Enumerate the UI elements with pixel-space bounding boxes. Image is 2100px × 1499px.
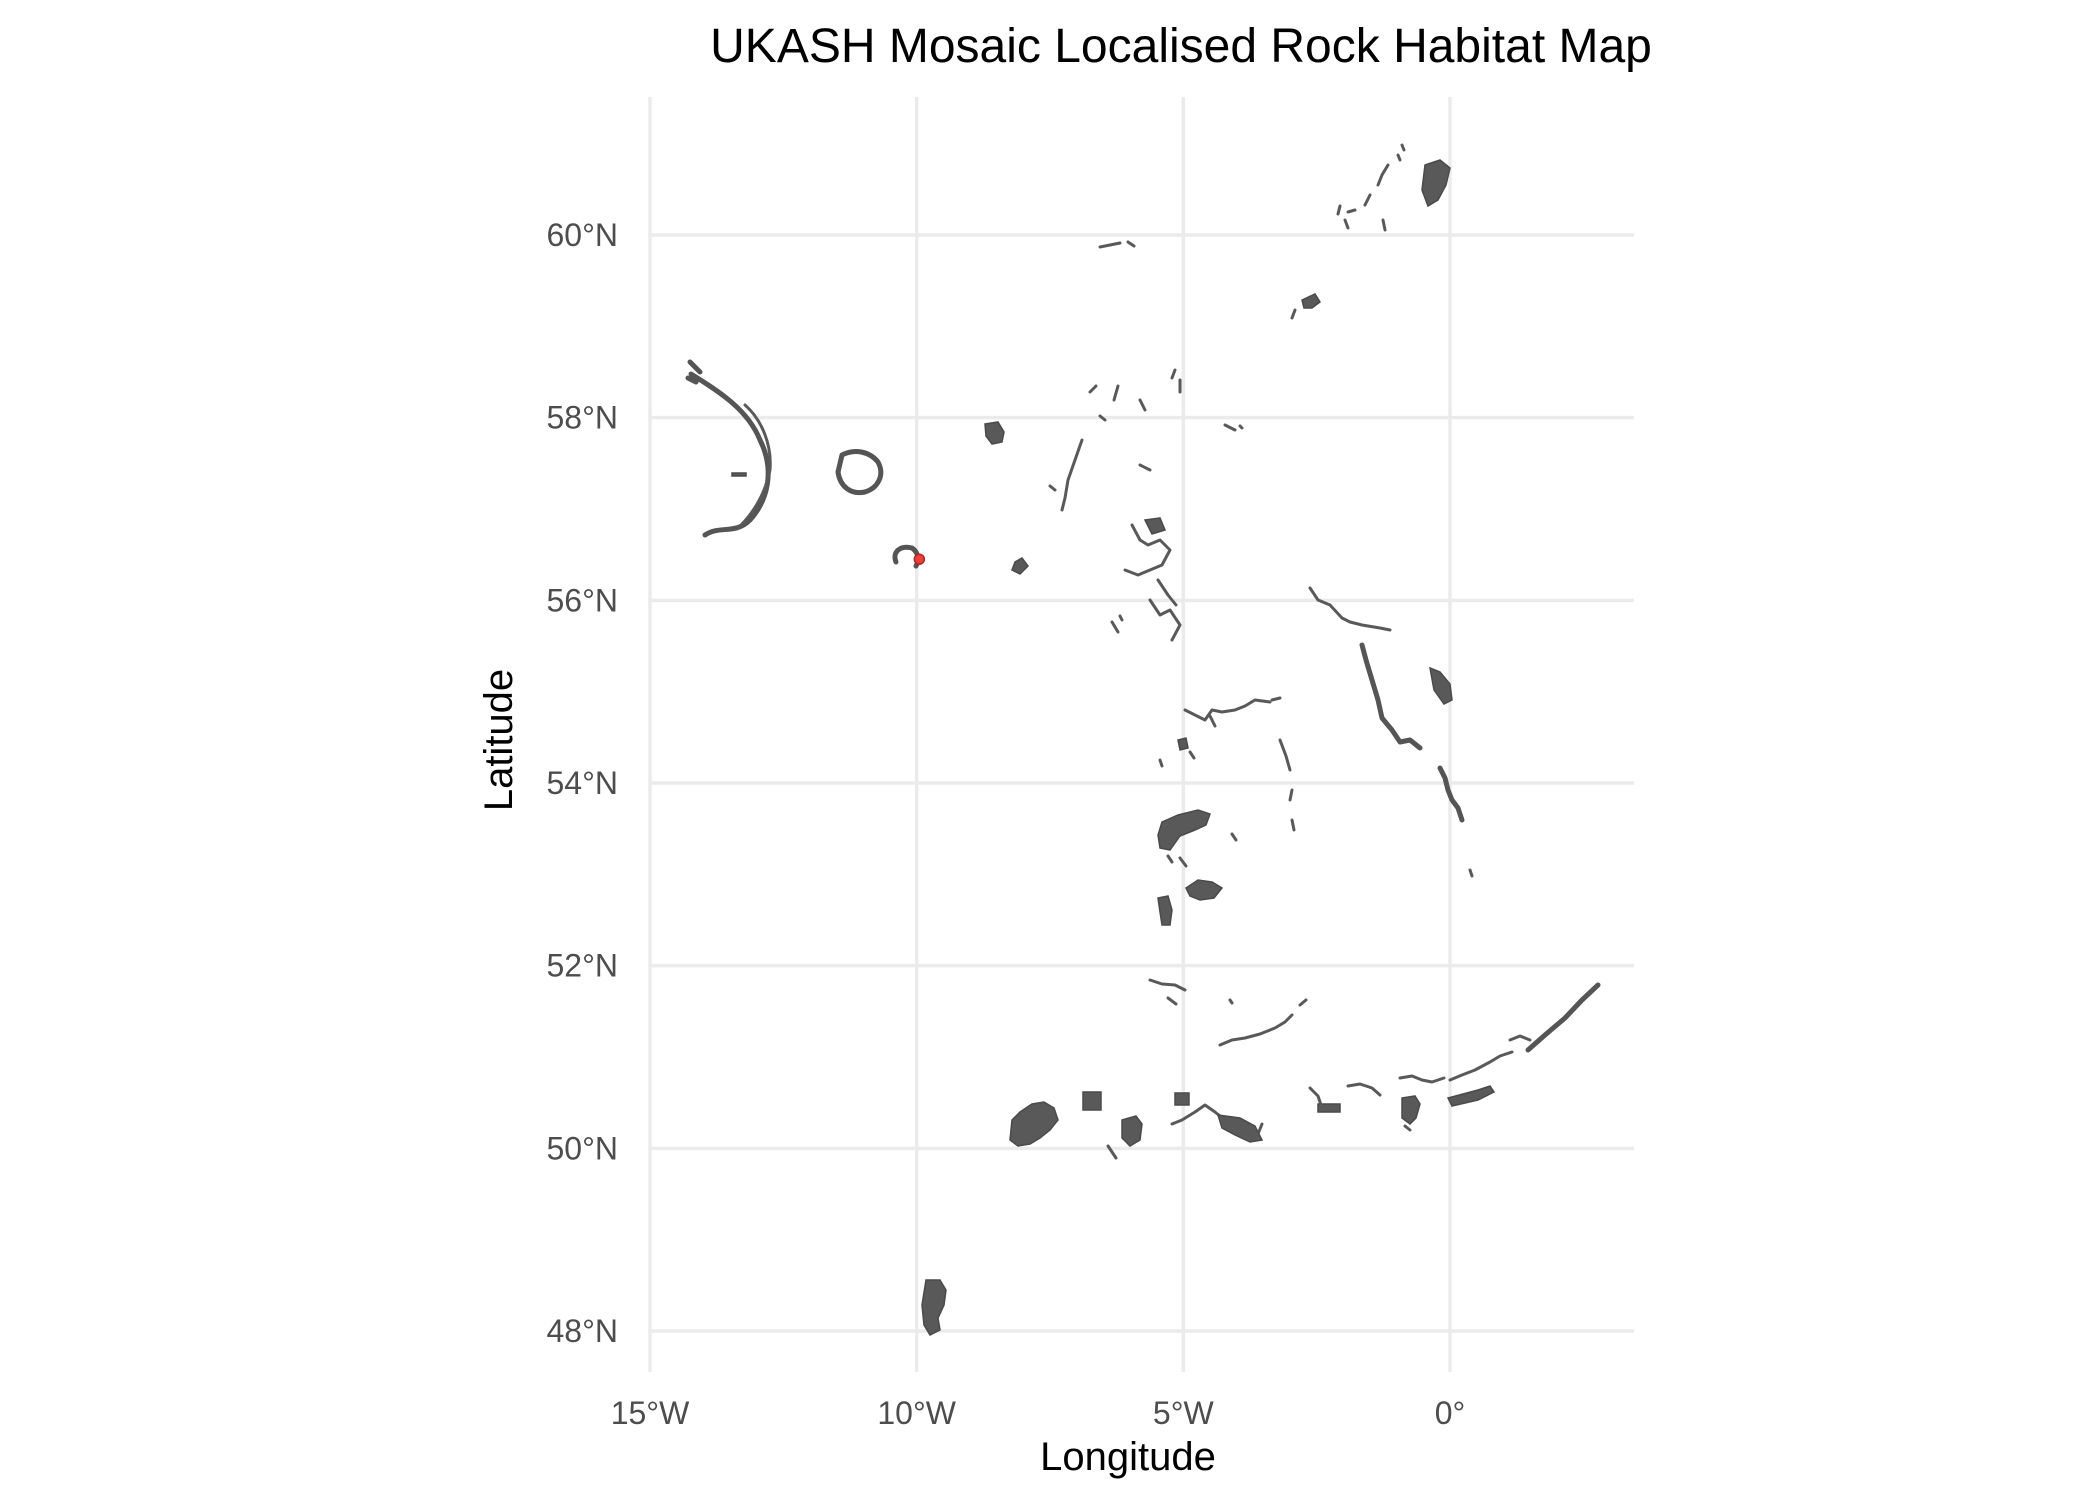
habitat-west-mark: [731, 472, 747, 477]
habitat-dover-strait: [1446, 1085, 1496, 1107]
habitat-isle-of-man-block: [1177, 737, 1189, 751]
habitat-scilly: [1121, 1115, 1143, 1147]
habitat-channel-islands-scatter: [1403, 1124, 1412, 1132]
habitat-solway: [1183, 696, 1282, 728]
y-tick-label: 50°N: [547, 1130, 619, 1166]
y-tick-label: 58°N: [547, 400, 619, 436]
habitat-ne-small: [1278, 738, 1474, 878]
habitat-firth-clyde: [1110, 598, 1182, 642]
habitat-cornwall-square: [1174, 1092, 1190, 1106]
y-axis-title: Latitude: [477, 669, 521, 811]
habitat-lyme: [1216, 1114, 1264, 1143]
y-tick-label: 60°N: [547, 217, 619, 253]
habitat-north-rock: [984, 421, 1005, 445]
y-tick-label: 48°N: [547, 1313, 619, 1349]
habitat-wight: [1346, 1082, 1382, 1097]
x-tick-label: 15°W: [611, 1395, 690, 1431]
habitat-rockall-arc-ne: [685, 359, 703, 385]
habitat-channel-mid: [1398, 1074, 1446, 1084]
rock-habitat-features: [685, 143, 1601, 1336]
habitat-shetland-scatter: [1336, 163, 1390, 232]
habitat-anglesey: [1157, 809, 1211, 851]
x-tick-label: 0°: [1435, 1395, 1466, 1431]
highlighted-habitat: [913, 553, 926, 565]
habitat-portland: [1308, 1086, 1324, 1110]
habitat-scatter-dots: [1118, 423, 1244, 1005]
habitat-channel-islands: [1401, 1095, 1421, 1125]
y-tick-label: 52°N: [547, 948, 619, 984]
gridlines: [648, 97, 1634, 1372]
habitat-west-highlands: [1048, 414, 1152, 492]
y-tick-label: 54°N: [547, 765, 619, 801]
habitat-channel-bar: [1317, 1103, 1341, 1113]
habitat-north-sea-coast: [1308, 586, 1392, 632]
x-axis-title: Longitude: [1040, 1435, 1216, 1479]
habitat-thames-bar: [1525, 982, 1601, 1053]
habitat-rockall-arc-inner: [736, 403, 772, 530]
habitat-orkney: [1301, 293, 1322, 309]
habitat-kent-coast: [1448, 1050, 1514, 1082]
x-tick-label: 5°W: [1153, 1395, 1215, 1431]
habitat-fair-isle: [1098, 240, 1136, 249]
habitat-rockall-arc: [688, 371, 771, 538]
x-axis-ticks: 15°W 10°W 5°W 0°: [611, 1395, 1466, 1431]
habitat-celtic-square: [1082, 1091, 1102, 1111]
habitat-shetland-north: [1396, 143, 1406, 162]
habitat-brittany: [921, 1279, 947, 1336]
habitat-ring-seamount: [835, 449, 884, 496]
y-tick-label: 56°N: [547, 582, 619, 618]
habitat-northumberland-chain: [1359, 642, 1423, 751]
habitat-mull-block: [1143, 517, 1167, 535]
habitat-loch-block: [1011, 557, 1029, 575]
plot-title: UKASH Mosaic Localised Rock Habitat Map: [710, 20, 1652, 73]
habitat-orkney-scatter: [1170, 308, 1297, 394]
habitat-minch-chain: [1060, 438, 1084, 512]
habitat-cardigan-bay: [1157, 895, 1173, 926]
y-axis-ticks: 48°N 50°N 52°N 54°N 56°N 58°N 60°N: [547, 217, 619, 1349]
habitat-shetland: [1421, 159, 1451, 208]
habitat-pembroke: [1148, 978, 1187, 1006]
x-tick-label: 10°W: [877, 1395, 956, 1431]
habitat-anglesey-scatter: [1166, 832, 1238, 868]
habitat-yorkshire: [1437, 765, 1465, 823]
habitat-bristol-channel: [1218, 998, 1308, 1047]
habitat-hebrides-chain: [1088, 384, 1147, 412]
habitat-mull-chain: [1123, 523, 1178, 607]
habitat-farne: [1429, 666, 1453, 705]
habitat-celtic-block: [1009, 1101, 1059, 1147]
habitat-llyn: [1185, 879, 1224, 901]
habitat-thames-scatter: [1508, 1034, 1532, 1042]
habitat-scilly-scatter: [1106, 1144, 1118, 1160]
